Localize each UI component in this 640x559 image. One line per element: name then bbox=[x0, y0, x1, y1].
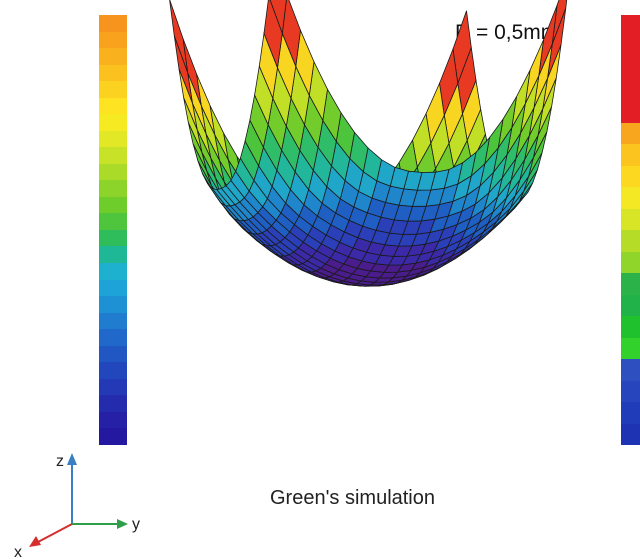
color-scale-segment bbox=[621, 165, 640, 187]
x-axis-label: x bbox=[14, 544, 22, 559]
color-scale-segment bbox=[621, 36, 640, 58]
y-axis-label: y bbox=[132, 516, 140, 533]
x-axis-line bbox=[37, 523, 73, 543]
color-scale-segment bbox=[621, 337, 640, 359]
color-scale-segment bbox=[99, 229, 127, 247]
color-scale-segment bbox=[621, 122, 640, 144]
color-scale-segment bbox=[99, 147, 127, 164]
color-scale-segment bbox=[621, 79, 640, 101]
color-scale-segment bbox=[99, 428, 127, 445]
color-scale-segment bbox=[99, 296, 127, 313]
color-scale-segment bbox=[99, 262, 127, 280]
color-scale-segment bbox=[621, 294, 640, 316]
x-axis-arrowhead bbox=[29, 536, 41, 547]
color-scale-segment bbox=[621, 101, 640, 123]
z-axis-arrowhead bbox=[67, 453, 77, 465]
color-scale-segment bbox=[99, 411, 127, 429]
color-scale-segment bbox=[99, 196, 127, 214]
color-scale-segment bbox=[99, 395, 127, 412]
left-color-scale-bar bbox=[99, 15, 127, 445]
color-scale-segment bbox=[621, 251, 640, 273]
color-scale-segment bbox=[621, 187, 640, 209]
z-axis-label: z bbox=[56, 453, 64, 470]
color-scale-segment bbox=[99, 81, 127, 98]
color-scale-segment bbox=[99, 329, 127, 346]
color-scale-segment bbox=[99, 15, 127, 32]
color-scale-segment bbox=[99, 213, 127, 230]
y-axis-arrowhead bbox=[117, 519, 128, 529]
right-color-scale-bar bbox=[621, 15, 640, 445]
mesh-cell bbox=[269, 0, 287, 34]
color-scale-segment bbox=[99, 279, 127, 297]
color-scale-segment bbox=[99, 378, 127, 396]
color-scale-segment bbox=[99, 48, 127, 65]
color-scale-segment bbox=[621, 58, 640, 80]
color-scale-segment bbox=[621, 380, 640, 402]
color-scale-segment bbox=[99, 114, 127, 131]
color-scale-segment bbox=[99, 312, 127, 330]
color-scale-segment bbox=[621, 359, 640, 381]
simulation-caption: Green's simulation bbox=[270, 487, 435, 509]
axes-triad: z y x bbox=[14, 453, 140, 559]
color-scale-segment bbox=[99, 64, 127, 82]
color-scale-segment bbox=[621, 423, 640, 445]
color-scale-segment bbox=[621, 144, 640, 166]
color-scale-segment bbox=[99, 97, 127, 115]
color-scale-segment bbox=[99, 31, 127, 49]
color-scale-segment bbox=[99, 180, 127, 197]
color-scale-segment bbox=[99, 345, 127, 363]
color-scale-segment bbox=[621, 208, 640, 230]
color-scale-segment bbox=[621, 15, 640, 37]
color-scale-segment bbox=[99, 130, 127, 148]
color-scale-segment bbox=[99, 362, 127, 379]
color-scale-segment bbox=[99, 163, 127, 181]
color-scale-segment bbox=[621, 230, 640, 252]
color-scale-segment bbox=[621, 402, 640, 424]
diameter-annotation: D = 0,5mm bbox=[455, 21, 559, 44]
color-scale-segment bbox=[621, 316, 640, 338]
color-scale-segment bbox=[621, 273, 640, 295]
color-scale-segment bbox=[99, 246, 127, 263]
